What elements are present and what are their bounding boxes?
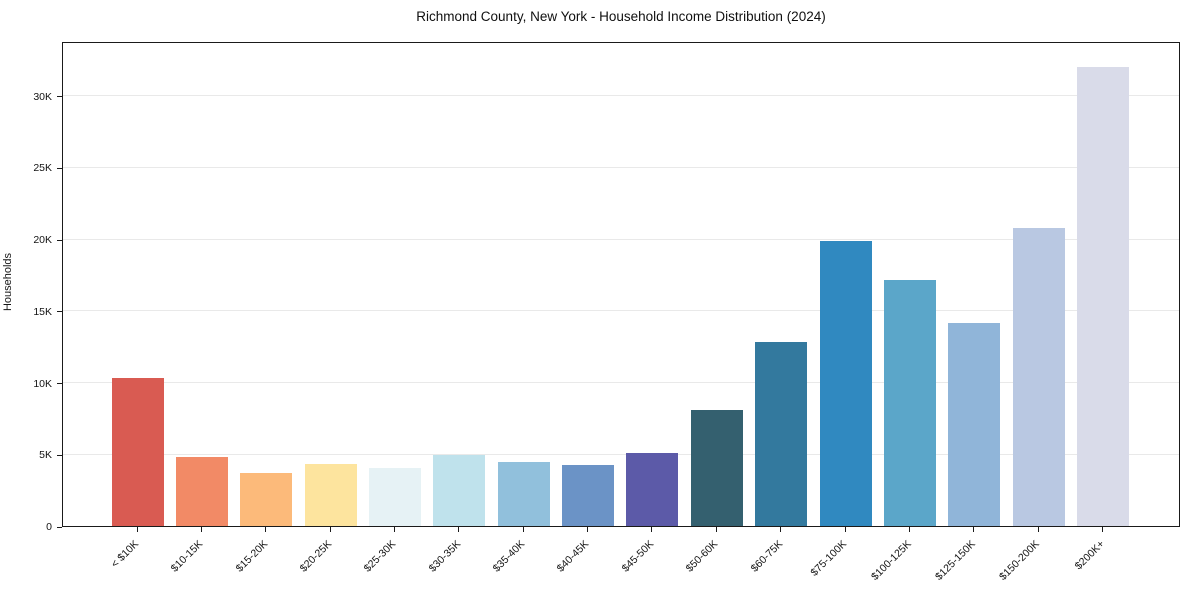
xtick-mark — [136, 527, 138, 532]
bar-10-15k — [175, 457, 228, 526]
xtick-label-1: < $10K — [108, 538, 141, 571]
x-axis-tick-labels: < $10K $10-15K $15-20K $20-25K $25-30K $30-35… — [62, 527, 1180, 590]
bar-25-30k — [368, 467, 421, 526]
bar-30-35k — [433, 454, 486, 526]
bar-20-25k — [304, 463, 357, 526]
xtick-mark — [200, 527, 202, 532]
gridline-5000 — [63, 453, 1179, 455]
ytick-label-30K: 30K — [33, 90, 52, 103]
xtick-mark — [973, 527, 975, 532]
xtick-label-7: $35-40K — [490, 538, 528, 575]
bar-75-100k — [819, 240, 872, 526]
gridline-25000 — [63, 166, 1179, 168]
xtick-mark — [587, 527, 589, 532]
xtick-label-6: $30-35K — [426, 538, 463, 575]
xtick-mark — [651, 527, 653, 532]
chart-title: Richmond County, New York - Household In… — [416, 9, 826, 24]
xtick-mark — [1037, 527, 1039, 532]
xtick-label-14: $125-150K — [932, 538, 978, 583]
xtick-label-10: $50-60K — [683, 538, 721, 575]
xtick-label-12: $75-100K — [808, 538, 850, 579]
ytick-label-0: 0 — [46, 521, 52, 533]
gridline-10000 — [63, 382, 1179, 384]
xtick-label-3: $15-20K — [233, 538, 270, 575]
xtick-mark — [908, 527, 910, 532]
ytick-label-20K: 20K — [33, 234, 52, 247]
ytick-mark — [57, 526, 62, 528]
xtick-label-16: $200K+ — [1072, 538, 1107, 573]
bar-15-20k — [240, 472, 293, 526]
bar-200k — [1077, 67, 1130, 526]
bar-125-150k — [948, 323, 1001, 526]
xtick-mark — [329, 527, 331, 532]
xtick-label-9: $45-50K — [619, 538, 656, 575]
xtick-mark — [393, 527, 395, 532]
xtick-label-4: $20-25K — [297, 538, 335, 575]
xtick-mark — [522, 527, 524, 532]
bar-10k — [111, 378, 164, 526]
gridline-20000 — [63, 238, 1179, 240]
bar-50-60k — [690, 409, 743, 526]
ytick-label-15K: 15K — [33, 305, 52, 318]
ytick-label-5K: 5K — [39, 449, 52, 462]
bar-35-40k — [497, 462, 550, 526]
bar-150-200k — [1012, 228, 1065, 526]
xtick-mark — [715, 527, 717, 532]
xtick-mark — [780, 527, 782, 532]
xtick-label-15: $150-200K — [997, 538, 1043, 583]
ytick-label-10K: 10K — [33, 377, 52, 390]
plot-area — [62, 42, 1180, 527]
xtick-label-2: $10-15K — [168, 538, 206, 575]
xtick-mark — [844, 527, 846, 532]
ytick-mark — [57, 454, 62, 456]
xtick-mark — [265, 527, 267, 532]
ytick-mark — [57, 96, 62, 98]
ytick-mark — [57, 167, 62, 169]
gridline-15000 — [63, 310, 1179, 312]
ytick-mark — [57, 311, 62, 313]
bar-60-75k — [755, 341, 808, 526]
gridline-30000 — [63, 95, 1179, 97]
ytick-mark — [57, 383, 62, 385]
xtick-label-13: $100-125K — [868, 538, 914, 583]
xtick-label-11: $60-75K — [748, 538, 785, 575]
xtick-mark — [1102, 527, 1104, 532]
xtick-label-5: $25-30K — [361, 538, 399, 575]
bar-100-125k — [883, 280, 936, 526]
xtick-label-8: $40-45K — [555, 538, 592, 575]
ytick-label-25K: 25K — [33, 162, 52, 175]
bar-40-45k — [562, 464, 615, 526]
y-axis-tick-labels: 0 5K 10K 15K 20K 25K 30K — [0, 42, 55, 533]
xtick-mark — [458, 527, 460, 532]
bar-45-50k — [626, 453, 679, 526]
ytick-mark — [57, 239, 62, 241]
